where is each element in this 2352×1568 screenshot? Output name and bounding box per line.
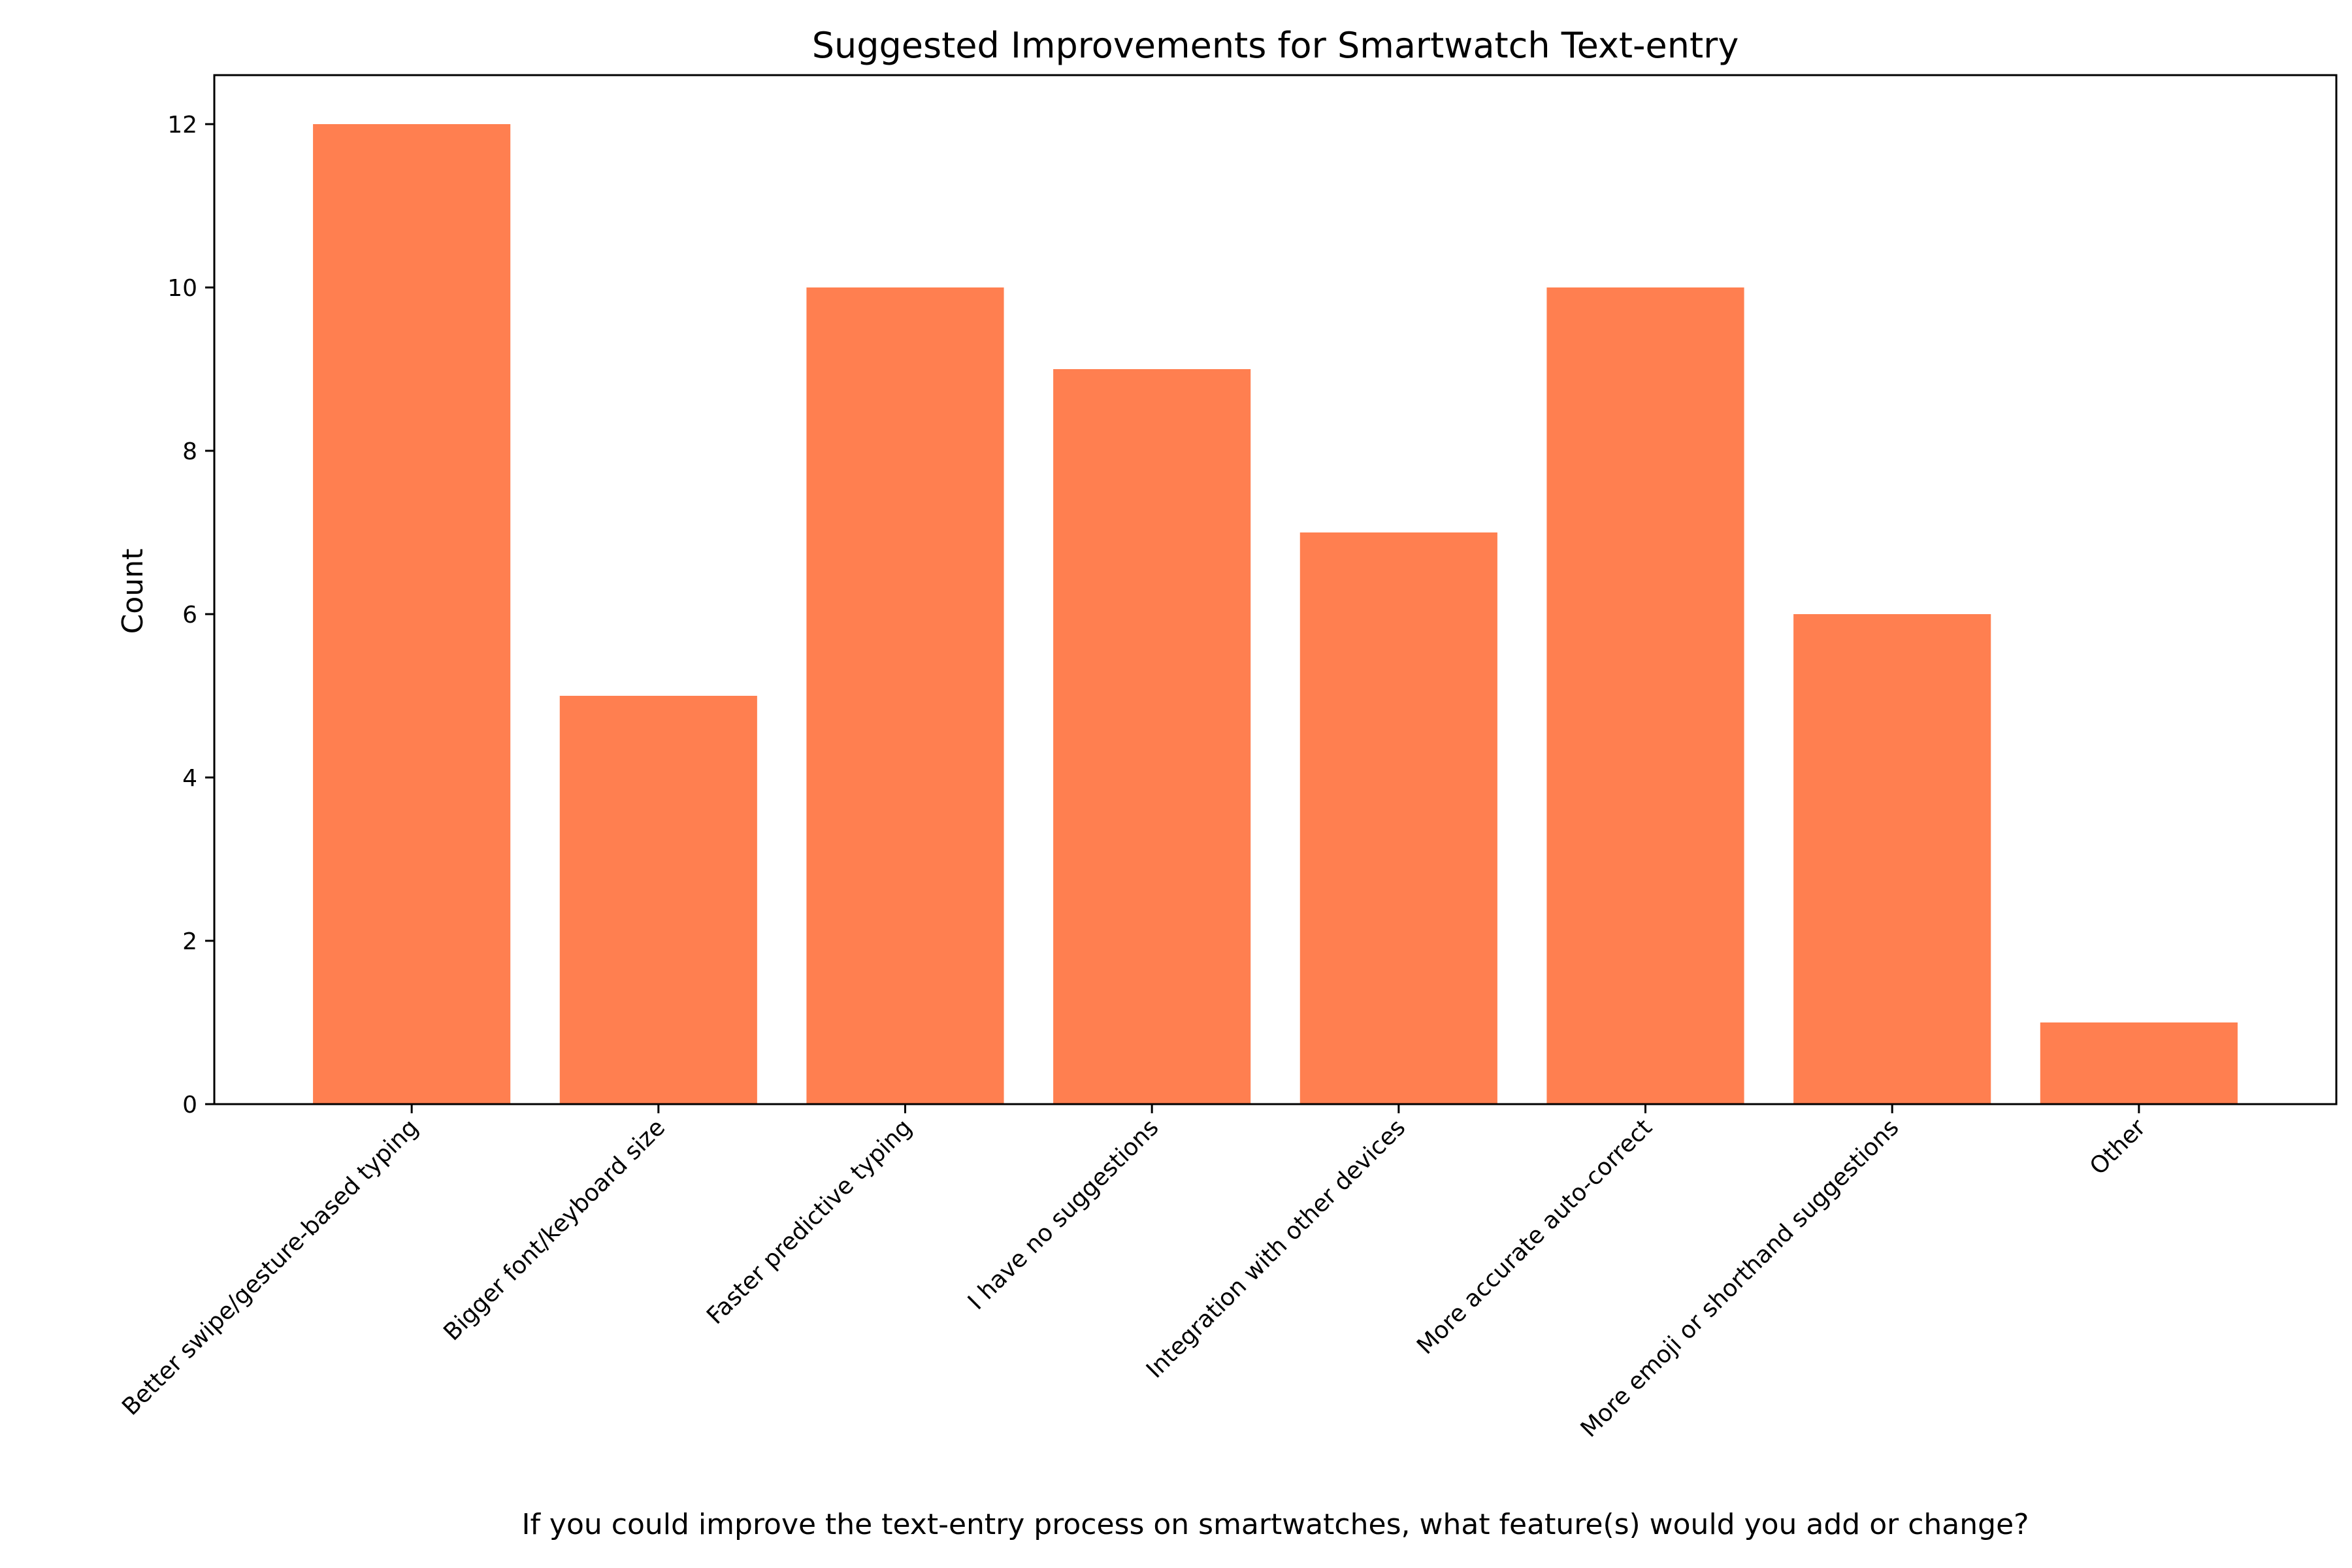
x-axis: Better swipe/gesture-based typing Bigger …: [117, 1104, 2151, 1443]
x-axis-label: If you could improve the text-entry proc…: [521, 1508, 2029, 1541]
bar-3: [806, 287, 1004, 1104]
y-tick-label: 10: [167, 275, 197, 302]
x-tick-label: Integration with other devices: [1141, 1114, 1411, 1383]
bar-8: [2040, 1022, 2238, 1104]
x-tick-label: Faster predictive typing: [702, 1114, 917, 1330]
y-tick-label: 0: [182, 1092, 197, 1119]
bars: [313, 124, 2238, 1104]
y-tick-label: 12: [167, 112, 197, 139]
bar-5: [1299, 532, 1497, 1104]
y-axis-label: Count: [116, 549, 150, 634]
chart-title: Suggested Improvements for Smartwatch Te…: [812, 25, 1739, 66]
bar-6: [1546, 287, 1744, 1104]
bar-2: [559, 696, 757, 1104]
x-tick-label: Better swipe/gesture-based typing: [117, 1114, 423, 1420]
bar-4: [1053, 369, 1251, 1104]
y-tick-label: 6: [182, 602, 197, 629]
plot-frame: [213, 74, 2338, 1105]
y-tick-label: 2: [182, 928, 197, 955]
bar-1: [313, 124, 511, 1104]
y-axis: 0 2 4 6 8 10 12: [167, 112, 214, 1119]
y-tick-label: 4: [182, 765, 197, 792]
x-tick-label: Other: [2085, 1114, 2151, 1180]
x-tick-label: More accurate auto-correct: [1412, 1114, 1658, 1360]
y-tick-label: 8: [182, 438, 197, 465]
bar-7: [1793, 614, 1991, 1104]
x-tick-label: Bigger font/keyboard size: [438, 1114, 670, 1346]
x-tick-label: I have no suggestions: [963, 1114, 1164, 1315]
